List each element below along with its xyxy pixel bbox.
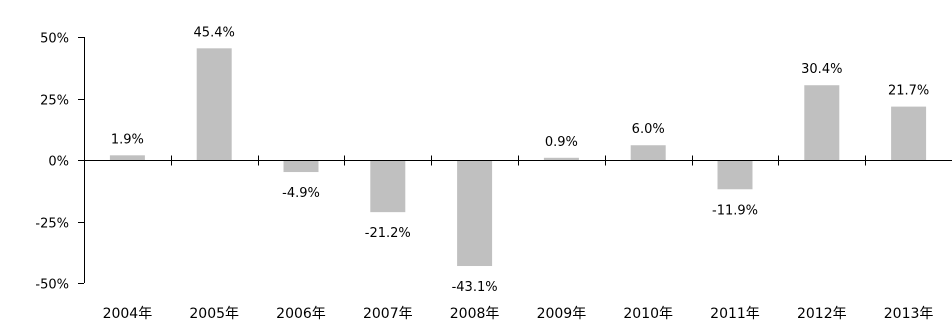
- data-label: -4.9%: [282, 186, 320, 201]
- y-tick-label: 50%: [40, 32, 69, 47]
- data-label: -43.1%: [452, 280, 498, 295]
- data-label: 45.4%: [194, 25, 235, 40]
- category-label: 2006年: [276, 306, 326, 322]
- category-label: 2005年: [189, 306, 239, 322]
- y-tick-label: 25%: [40, 94, 69, 109]
- category-label: 2011年: [710, 306, 760, 322]
- bar: [804, 85, 839, 160]
- bar: [718, 160, 753, 189]
- bar: [891, 107, 926, 160]
- category-labels: 2004年 2005年 2006年 2007年 2008年 2009年 2010年 2011年…: [103, 306, 934, 322]
- category-label: 2013年: [884, 306, 934, 322]
- bar: [457, 160, 492, 266]
- category-label: 2010年: [623, 306, 673, 322]
- category-label: 2012年: [797, 306, 847, 322]
- bar: [631, 145, 666, 160]
- data-label: 1.9%: [111, 132, 144, 147]
- data-label: 30.4%: [801, 62, 842, 77]
- bar: [284, 160, 319, 172]
- y-tick-label: 0%: [48, 155, 69, 170]
- y-tick-label: -25%: [35, 217, 69, 232]
- category-label: 2004年: [103, 306, 153, 322]
- bar: [370, 160, 405, 212]
- bar: [197, 48, 232, 160]
- category-label: 2009年: [537, 306, 587, 322]
- data-label: 21.7%: [888, 84, 929, 99]
- data-label: -21.2%: [365, 226, 411, 241]
- category-label: 2007年: [363, 306, 413, 322]
- data-label: -11.9%: [712, 203, 758, 218]
- bar: [110, 155, 145, 160]
- y-axis-ticks: 50% 25% 0% -25% -50%: [35, 32, 84, 293]
- category-label: 2008年: [450, 306, 500, 322]
- bar: [544, 158, 579, 160]
- data-label: 6.0%: [632, 122, 665, 137]
- y-tick-label: -50%: [35, 278, 69, 293]
- data-label: 0.9%: [545, 135, 578, 150]
